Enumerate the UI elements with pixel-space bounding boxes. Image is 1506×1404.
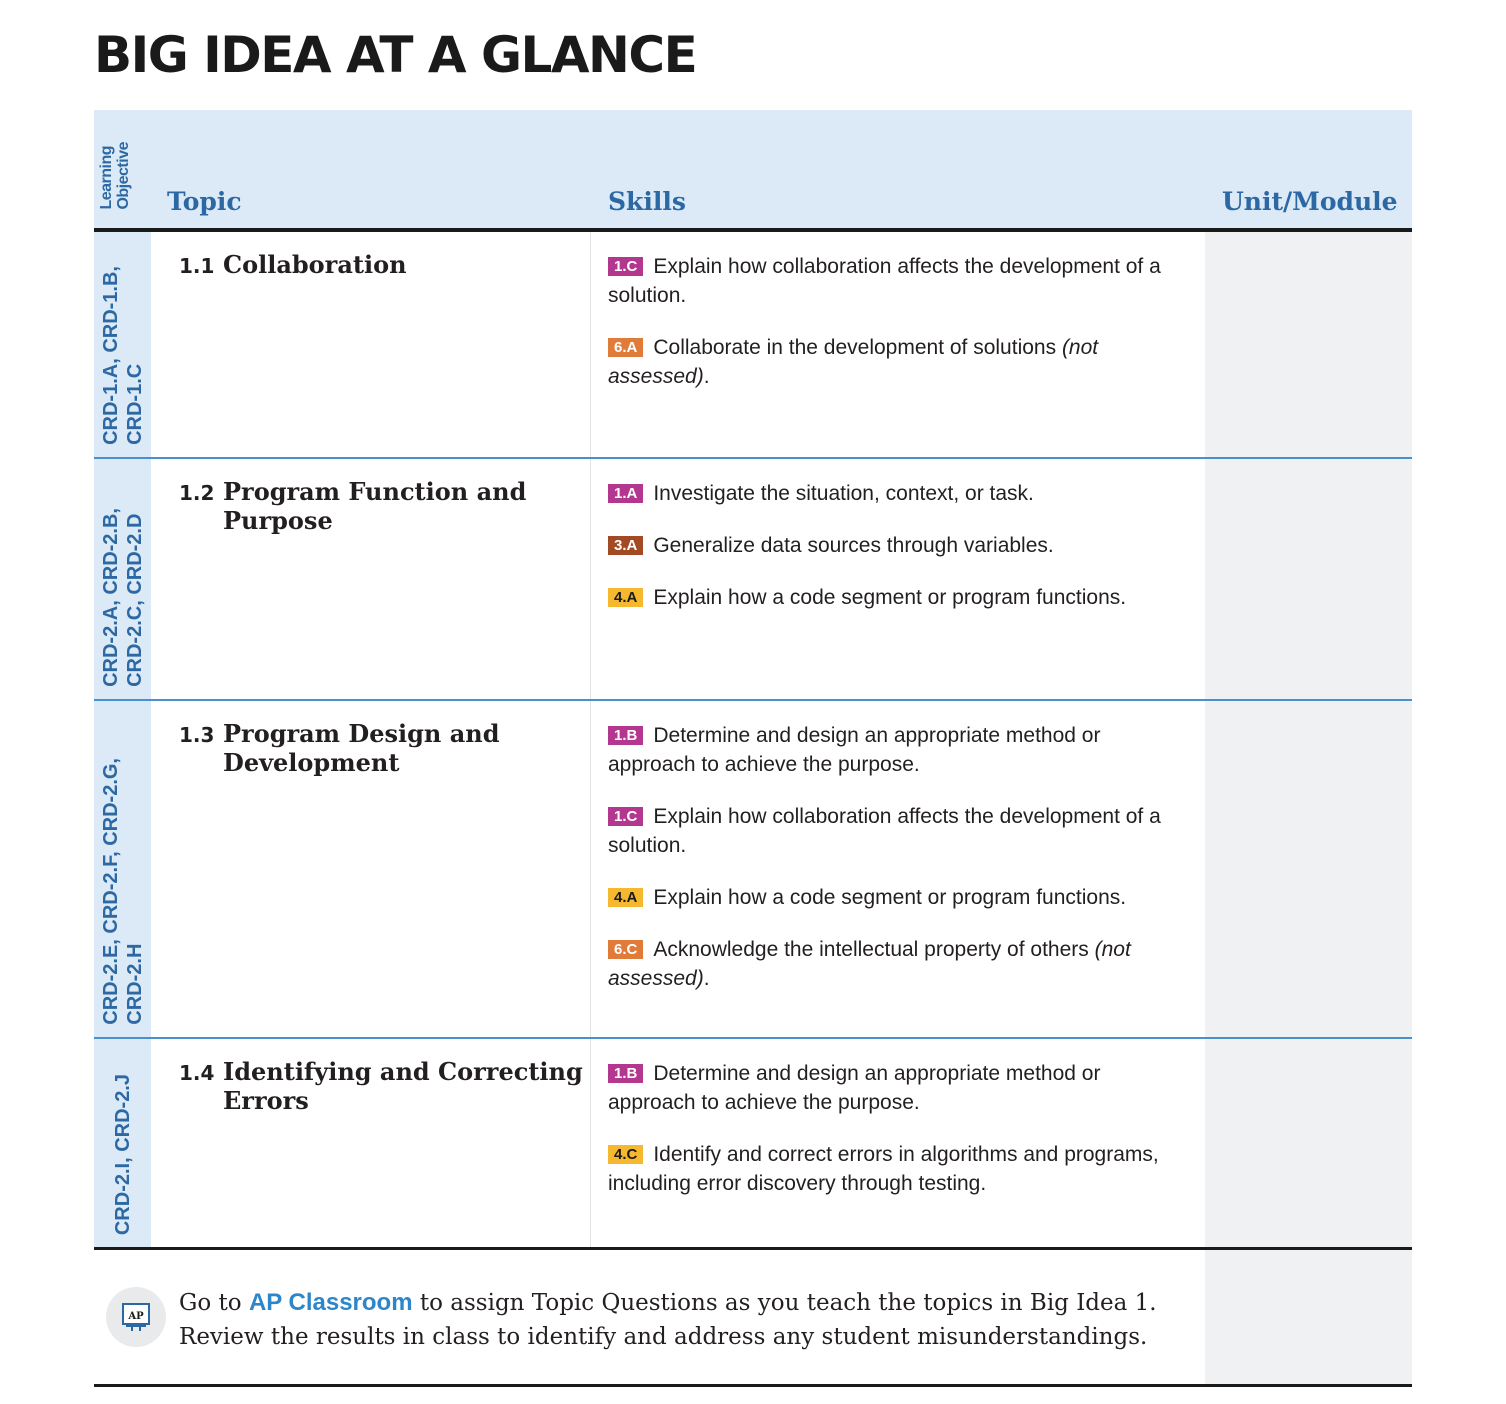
skill-description: Explain how collaboration affects the de… (608, 255, 1161, 307)
ap-classroom-link[interactable]: AP Classroom (248, 1289, 413, 1316)
skill-item: 4.C Identify and correct errors in algori… (608, 1140, 1189, 1198)
topic-name: Program Function and Purpose (223, 477, 527, 535)
topic-cell: 1.4 Identifying and Correcting Errors (151, 1039, 591, 1247)
skills-cell: 1.A Investigate the situation, context, o… (591, 459, 1205, 699)
learning-objective-codes: CRD-2.E, CRD-2.F, CRD-2.G, CRD-2.H (99, 758, 146, 1025)
skill-description: Explain how collaboration affects the de… (608, 805, 1161, 857)
table-row: CRD-2.I, CRD-2.J 1.4 Identifying and Corre… (94, 1039, 1412, 1250)
skill-note: (not assessed) (608, 336, 1099, 388)
learning-objective-cell: CRD-2.A, CRD-2.B, CRD-2.C, CRD-2.D (94, 459, 151, 699)
skill-item: 6.C Acknowledge the intellectual property… (608, 938, 1131, 990)
footer-unit-cell (1205, 1250, 1412, 1384)
skill-item: 1.B Determine and design an appropriate m… (608, 1059, 1189, 1117)
header-skills: Skills (608, 187, 686, 216)
topic-name: Identifying and Correcting Errors (223, 1057, 583, 1115)
skill-description: Investigate the situation, context, or t… (653, 482, 1034, 505)
learning-objective-cell: CRD-1.A, CRD-1.B, CRD-1.C (94, 232, 151, 457)
topic-name: Program Design and Development (223, 719, 500, 777)
skill-code-badge: 4.A (608, 888, 644, 907)
skill-code-badge: 3.A (608, 536, 644, 555)
skill-description: Determine and design an appropriate meth… (608, 1062, 1101, 1114)
table-header: Learning Objective Topic Skills Unit/Mod… (94, 110, 1412, 232)
skill-description: Identify and correct errors in algorithm… (608, 1143, 1159, 1195)
skill-description: Acknowledge the intellectual property of… (653, 938, 1095, 961)
skill-item: 4.A Explain how a code segment or program… (608, 583, 1189, 612)
header-topic: Topic (167, 187, 242, 216)
unit-module-cell (1205, 701, 1412, 1037)
skill-code-badge: 4.C (608, 1145, 644, 1164)
skill-code-badge: 1.C (608, 257, 644, 276)
big-idea-table: Learning Objective Topic Skills Unit/Mod… (94, 110, 1412, 1387)
skill-item: 1.C Explain how collaboration affects the… (608, 252, 1189, 310)
topic-number: 1.2 (179, 481, 215, 505)
topic-cell: 1.2 Program Function and Purpose (151, 459, 591, 699)
skill-item: 1.A Investigate the situation, context, o… (608, 479, 1189, 508)
unit-module-cell (1205, 232, 1412, 457)
topic-number: 1.1 (179, 254, 215, 278)
skills-cell: 1.B Determine and design an appropriate m… (591, 701, 1205, 1037)
table-row: CRD-1.A, CRD-1.B, CRD-1.C 1.1 Collaboratio… (94, 232, 1412, 459)
skill-code-badge: 1.B (608, 726, 644, 745)
unit-module-cell (1205, 1039, 1412, 1247)
topic-number: 1.3 (179, 723, 215, 747)
skill-code-badge: 1.A (608, 484, 644, 503)
skill-description: Collaborate in the development of soluti… (653, 336, 1062, 359)
learning-objective-cell: CRD-2.I, CRD-2.J (94, 1039, 151, 1247)
table-body: CRD-1.A, CRD-1.B, CRD-1.C 1.1 Collaboratio… (94, 232, 1412, 1250)
skill-code-badge: 6.A (608, 338, 644, 357)
skill-item: 4.A Explain how a code segment or program… (608, 883, 1189, 912)
header-unit-module: Unit/Module (1222, 187, 1398, 216)
ap-icon-label: AP (127, 1311, 144, 1322)
skill-code-badge: 6.C (608, 940, 644, 959)
skill-code-badge: 4.A (608, 588, 644, 607)
skill-note: (not assessed) (608, 938, 1131, 990)
topic-cell: 1.3 Program Design and Development (151, 701, 591, 1037)
footer-text: Go to AP Classroom to assign Topic Quest… (179, 1286, 1209, 1354)
topic-cell: 1.1 Collaboration (151, 232, 591, 457)
skill-code-badge: 1.C (608, 807, 644, 826)
skill-description: Explain how a code segment or program fu… (653, 586, 1127, 609)
footer-note: AP Go to AP Classroom to assign Topic Qu… (94, 1250, 1412, 1387)
header-learning-objective: Learning Objective (98, 142, 132, 210)
topic-name: Collaboration (223, 250, 407, 279)
table-row: CRD-2.A, CRD-2.B, CRD-2.C, CRD-2.D 1.2 Pro… (94, 459, 1412, 701)
page-title: BIG IDEA AT A GLANCE (94, 26, 698, 84)
skill-description: Generalize data sources through variable… (653, 534, 1054, 557)
skills-cell: 1.B Determine and design an appropriate m… (591, 1039, 1205, 1247)
skill-code-badge: 1.B (608, 1064, 644, 1083)
learning-objective-codes: CRD-2.A, CRD-2.B, CRD-2.C, CRD-2.D (99, 508, 146, 687)
ap-monitor-icon: AP (122, 1303, 150, 1331)
skill-item: 1.C Explain how collaboration affects the… (608, 802, 1189, 860)
skills-cell: 1.C Explain how collaboration affects the… (591, 232, 1205, 457)
footer-main: AP Go to AP Classroom to assign Topic Qu… (94, 1250, 1205, 1384)
learning-objective-cell: CRD-2.E, CRD-2.F, CRD-2.G, CRD-2.H (94, 701, 151, 1037)
table-row: CRD-2.E, CRD-2.F, CRD-2.G, CRD-2.H 1.3 Pro… (94, 701, 1412, 1039)
footer-text-before: Go to (179, 1290, 249, 1316)
learning-objective-codes: CRD-2.I, CRD-2.J (111, 1073, 134, 1235)
learning-objective-codes: CRD-1.A, CRD-1.B, CRD-1.C (99, 266, 146, 445)
topic-number: 1.4 (179, 1061, 215, 1085)
skill-item: 6.A Collaborate in the development of sol… (608, 336, 1099, 388)
skill-description: Explain how a code segment or program fu… (653, 886, 1127, 909)
skill-item: 1.B Determine and design an appropriate m… (608, 721, 1189, 779)
footer-text-after: to assign Topic Questions as you teach t… (179, 1290, 1157, 1350)
skill-item: 3.A Generalize data sources through varia… (608, 531, 1189, 560)
skill-description: Determine and design an appropriate meth… (608, 724, 1101, 776)
unit-module-cell (1205, 459, 1412, 699)
ap-classroom-icon: AP (106, 1287, 166, 1347)
